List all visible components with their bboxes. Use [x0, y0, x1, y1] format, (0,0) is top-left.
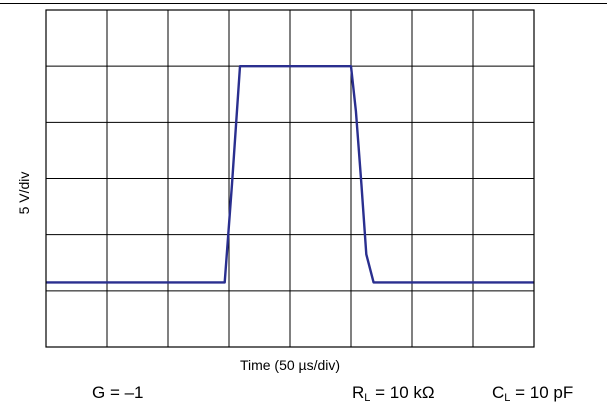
rl-subscript: L — [364, 392, 371, 404]
trace-group — [46, 64, 534, 284]
top-rule — [0, 3, 607, 4]
series-trace-0 — [46, 64, 534, 284]
cl-value: = 10 pF — [510, 383, 574, 402]
scope-grid — [46, 10, 534, 347]
plot-frame — [45, 9, 535, 348]
rl-symbol: R — [352, 383, 365, 402]
cl-symbol: C — [492, 383, 505, 402]
gain-condition: G = –1 — [92, 383, 144, 402]
y-axis-label: 5 V/div — [16, 171, 32, 215]
cl-subscript: L — [504, 392, 511, 404]
load-resistance-condition: RL = 10 kΩ — [352, 383, 435, 404]
rl-value: = 10 kΩ — [370, 383, 435, 402]
load-capacitance-condition: CL = 10 pF — [492, 383, 573, 404]
x-axis-label: Time (50 µs/div) — [239, 357, 341, 373]
